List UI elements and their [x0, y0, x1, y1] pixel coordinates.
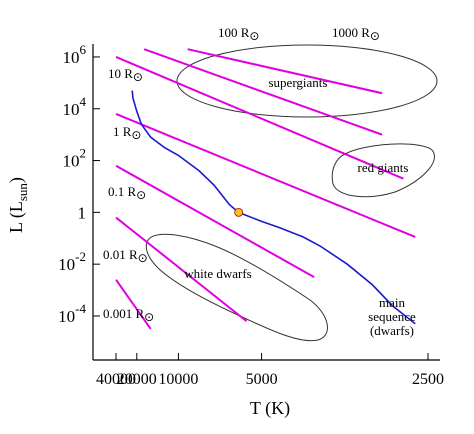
- x-tick-label: 40000: [96, 371, 136, 388]
- radius-line: [115, 216, 248, 322]
- white-dwarfs-label: white dwarfs: [184, 266, 252, 281]
- y-tick-label: 10-2: [58, 249, 86, 274]
- y-tick-label: 104: [63, 94, 87, 119]
- radius-line: [143, 48, 383, 136]
- radius-line-label: 0.001 R⊙: [103, 306, 154, 324]
- x-tick-label: 5000: [246, 371, 278, 388]
- white-dwarfs-region: [145, 233, 328, 342]
- y-tick-label: 10-4: [58, 301, 86, 326]
- radius-line: [115, 113, 416, 238]
- supergiants-region: [176, 44, 438, 118]
- radius-line: [115, 279, 152, 330]
- y-tick-label: 102: [63, 146, 87, 171]
- radius-line-label: 0.1 R⊙: [108, 184, 146, 202]
- red-giants-region: [331, 143, 435, 198]
- svg-text:L (Lsun): L (Lsun): [6, 177, 30, 233]
- radius-line: [115, 164, 315, 278]
- red-giants-label: red giants: [358, 160, 409, 175]
- y-axis-title: L (Lsun): [6, 177, 30, 233]
- sun-marker: [234, 207, 244, 217]
- radius-line-label: 0.01 R⊙: [103, 247, 148, 265]
- regions: [145, 44, 438, 342]
- y-ticks: 106 104 102 1 10-2 10-4: [58, 42, 100, 326]
- x-axis-title: T (K): [250, 398, 290, 419]
- radius-lines: [115, 48, 416, 330]
- axes: [92, 44, 440, 361]
- radius-line: [115, 56, 404, 180]
- radius-line: [187, 48, 383, 95]
- x-tick-label: 10000: [158, 371, 198, 388]
- radius-labels: 1000 R⊙ 100 R⊙ 10 R⊙ 1 R⊙ 0.1 R⊙ 0.01 R⊙ 0.001…: [103, 25, 380, 324]
- y-axis-title-main: L (L: [6, 201, 27, 233]
- radius-line-label: 100 R⊙: [218, 25, 259, 43]
- radius-line-label: 1 R⊙: [113, 124, 141, 142]
- main-sequence-label-line2: sequence: [368, 309, 416, 324]
- main-sequence-label-line1: main: [379, 295, 405, 310]
- main-sequence-line: [131, 90, 416, 325]
- y-axis-title-close: ): [6, 177, 27, 183]
- x-tick-label: 2500: [412, 371, 444, 388]
- radius-line-label: 10 R⊙: [108, 66, 143, 84]
- main-sequence-label-line3: (dwarfs): [370, 323, 414, 338]
- y-tick-label: 106: [63, 42, 87, 67]
- supergiants-label: supergiants: [269, 75, 328, 90]
- y-axis-title-sub: sun: [15, 183, 30, 202]
- x-tick-label: 20000: [117, 371, 157, 388]
- radius-line-label: 1000 R⊙: [332, 25, 380, 43]
- y-tick-label: 1: [78, 203, 87, 222]
